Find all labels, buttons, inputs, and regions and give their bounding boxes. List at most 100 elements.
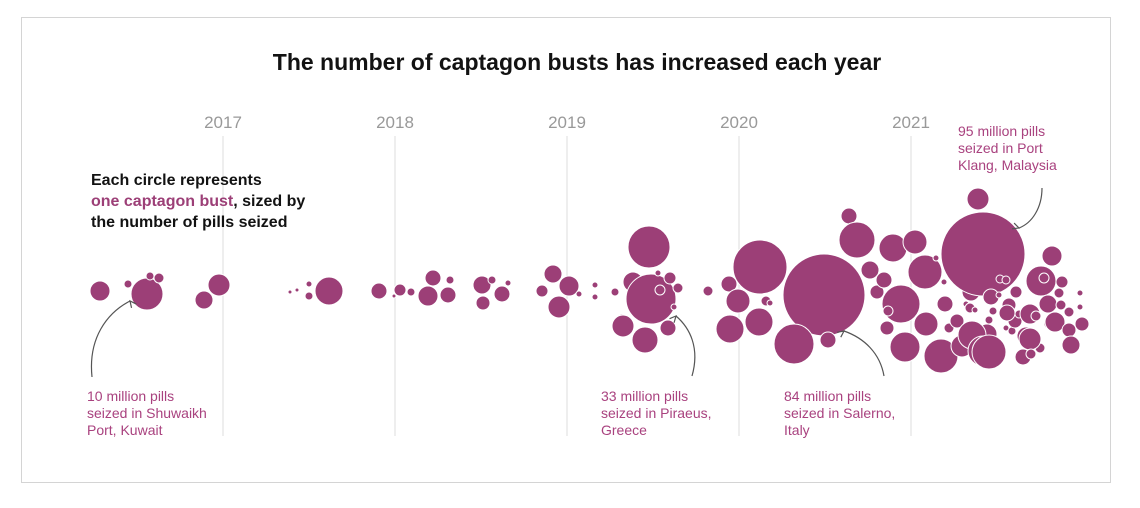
bust-circle-23 bbox=[493, 285, 511, 303]
bust-circle-100 bbox=[1038, 272, 1050, 284]
bust-circle-73 bbox=[936, 295, 954, 313]
annotation-arrow-3 bbox=[1018, 187, 1043, 229]
bust-circle-13 bbox=[391, 293, 397, 299]
bubbles bbox=[89, 187, 1090, 374]
bust-circle-101 bbox=[1038, 294, 1058, 314]
bust-circle-93 bbox=[1009, 285, 1023, 299]
annotation-arrowhead-1 bbox=[669, 314, 677, 323]
bust-circle-69 bbox=[913, 311, 939, 337]
legend-line-3: the number of pills seized bbox=[91, 214, 287, 231]
annotation-3-line-0: 95 million pills bbox=[958, 123, 1045, 139]
bust-circle-29 bbox=[575, 290, 583, 298]
year-label-2020: 2020 bbox=[720, 113, 758, 132]
bust-circle-35 bbox=[627, 225, 671, 269]
bust-circle-97 bbox=[1030, 310, 1042, 322]
bust-circle-22 bbox=[487, 275, 497, 285]
bust-circle-113 bbox=[1074, 316, 1090, 332]
annotation-2-line-2: Italy bbox=[784, 422, 810, 438]
bust-circle-48 bbox=[715, 314, 745, 344]
bust-circle-38 bbox=[654, 284, 666, 296]
bust-circle-15 bbox=[406, 287, 416, 297]
annotation-0-line-1: seized in Shuwaikh bbox=[87, 405, 207, 421]
year-label-2018: 2018 bbox=[376, 113, 414, 132]
bust-circle-78 bbox=[971, 306, 979, 314]
bust-circle-83 bbox=[984, 315, 994, 325]
bust-circle-31 bbox=[591, 293, 599, 301]
bust-circle-67 bbox=[902, 229, 928, 255]
annotation-2-line-0: 84 million pills bbox=[784, 388, 871, 404]
annotation-arrow-1 bbox=[675, 315, 696, 377]
bust-circle-58 bbox=[838, 221, 876, 259]
bust-circle-64 bbox=[882, 305, 894, 317]
bust-circle-9 bbox=[304, 291, 314, 301]
bust-circle-16 bbox=[417, 285, 439, 307]
bust-circle-53 bbox=[766, 299, 774, 307]
bust-circle-37 bbox=[654, 269, 662, 277]
annotation-arrowhead-2 bbox=[837, 330, 846, 338]
bust-circle-40 bbox=[631, 326, 659, 354]
bust-circle-3 bbox=[145, 271, 155, 281]
bust-circle-43 bbox=[672, 282, 684, 294]
bust-circle-110 bbox=[1061, 335, 1081, 355]
bust-circle-56 bbox=[819, 331, 837, 349]
annotation-1-line-2: Greece bbox=[601, 422, 647, 438]
legend-line-1: Each circle represents bbox=[91, 172, 262, 189]
bust-circle-88 bbox=[1001, 275, 1011, 285]
bust-circle-109 bbox=[1061, 322, 1077, 338]
annotation-arrowhead-0 bbox=[129, 299, 137, 308]
bust-circle-63 bbox=[875, 271, 893, 289]
annotation-1-line-1: seized in Piraeus, bbox=[601, 405, 712, 421]
legend-line-2-rest: , sized by bbox=[233, 193, 305, 210]
bust-circle-62 bbox=[881, 284, 921, 324]
bust-circle-4 bbox=[153, 272, 165, 284]
annotation-3-line-2: Klang, Malaysia bbox=[958, 157, 1057, 173]
bust-circle-25 bbox=[535, 284, 549, 298]
bust-circle-122 bbox=[1025, 348, 1037, 360]
bust-circle-1 bbox=[123, 279, 133, 289]
bust-circle-60 bbox=[869, 284, 885, 300]
legend: Each circle represents one captagon bust… bbox=[91, 172, 305, 231]
bust-circle-32 bbox=[610, 287, 620, 297]
bust-circle-20 bbox=[472, 275, 492, 295]
bust-circle-81 bbox=[940, 211, 1026, 297]
bust-circle-50 bbox=[744, 307, 774, 337]
bust-circle-6 bbox=[207, 273, 231, 297]
bust-circle-104 bbox=[1044, 311, 1066, 333]
bust-circle-44 bbox=[670, 303, 678, 311]
annotation-1-line-0: 33 million pills bbox=[601, 388, 688, 404]
bust-circle-59 bbox=[860, 260, 880, 280]
bust-circle-47 bbox=[725, 288, 751, 314]
bust-circle-41 bbox=[659, 319, 677, 337]
bust-circle-80 bbox=[966, 187, 990, 211]
bust-circle-55 bbox=[773, 323, 815, 365]
bust-circle-106 bbox=[1055, 299, 1067, 311]
bust-circle-51 bbox=[732, 239, 788, 295]
bust-circle-66 bbox=[889, 331, 921, 363]
year-label-2021: 2021 bbox=[892, 113, 930, 132]
year-label-2017: 2017 bbox=[204, 113, 242, 132]
bust-circle-70 bbox=[932, 254, 940, 262]
bust-circle-42 bbox=[663, 271, 677, 285]
annotation-arrow-0 bbox=[90, 300, 131, 378]
bust-circle-108 bbox=[1063, 306, 1075, 318]
annotation-0-line-2: Port, Kuwait bbox=[87, 422, 163, 438]
bust-circle-121 bbox=[1018, 327, 1042, 351]
year-labels: 2017 2018 2019 2020 2021 bbox=[204, 113, 930, 132]
annotation-arrows bbox=[90, 187, 1043, 378]
bust-circle-103 bbox=[1041, 245, 1063, 267]
bust-circle-39 bbox=[611, 314, 635, 338]
annotation-arrow-2 bbox=[843, 330, 885, 377]
bust-circle-19 bbox=[445, 275, 455, 285]
legend-accent-text: one captagon bust bbox=[91, 193, 234, 210]
bust-circle-112 bbox=[1076, 303, 1084, 311]
chart-frame: The number of captagon busts has increas… bbox=[21, 17, 1111, 483]
annotation-arrowhead-3 bbox=[1011, 222, 1021, 230]
bust-circle-0 bbox=[89, 280, 111, 302]
legend-line-2: one captagon bust, sized by bbox=[91, 193, 305, 210]
bust-circle-17 bbox=[424, 269, 442, 287]
bust-circle-75 bbox=[949, 313, 965, 329]
annotation-3-line-1: seized in Port bbox=[958, 140, 1043, 156]
bust-circle-10 bbox=[305, 280, 313, 288]
bust-circle-61 bbox=[878, 233, 908, 263]
